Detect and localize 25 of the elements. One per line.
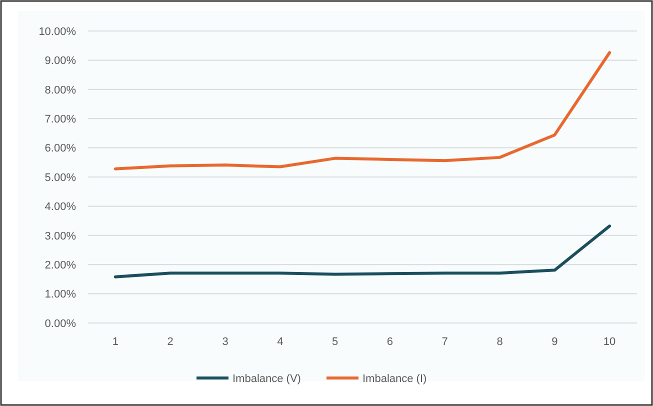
legend-label: Imbalance (V) <box>232 372 301 385</box>
line-series <box>114 224 612 278</box>
y-tick-label: 0.00% <box>44 318 76 330</box>
x-tick-label: 3 <box>222 336 228 348</box>
y-tick-label: 10.00% <box>38 26 76 38</box>
y-tick-label: 6.00% <box>44 142 76 155</box>
x-tick-label: 6 <box>386 336 394 348</box>
x-tick-label: 10 <box>603 336 616 348</box>
y-tick-label: 9.00% <box>44 55 76 68</box>
legend-label: Imbalance (I) <box>362 372 427 385</box>
y-tick-label: 5.00% <box>44 172 76 184</box>
x-tick-label: 1 <box>112 336 119 348</box>
x-tick-label: 9 <box>552 336 558 348</box>
x-tick-label: 5 <box>332 336 338 348</box>
y-tick-label: 1.00% <box>44 288 76 301</box>
y-tick-label: 7.00% <box>44 113 76 126</box>
line-series <box>114 51 612 170</box>
y-tick-label: 4.00% <box>44 201 76 214</box>
y-tick-label: 3.00% <box>44 230 76 242</box>
x-tick-label: 2 <box>167 336 174 348</box>
x-tick-label: 8 <box>496 336 503 348</box>
x-tick-label: 7 <box>442 336 448 348</box>
x-tick-label: 4 <box>277 336 284 348</box>
y-tick-label: 2.00% <box>44 259 76 272</box>
y-tick-label: 8.00% <box>44 84 76 96</box>
